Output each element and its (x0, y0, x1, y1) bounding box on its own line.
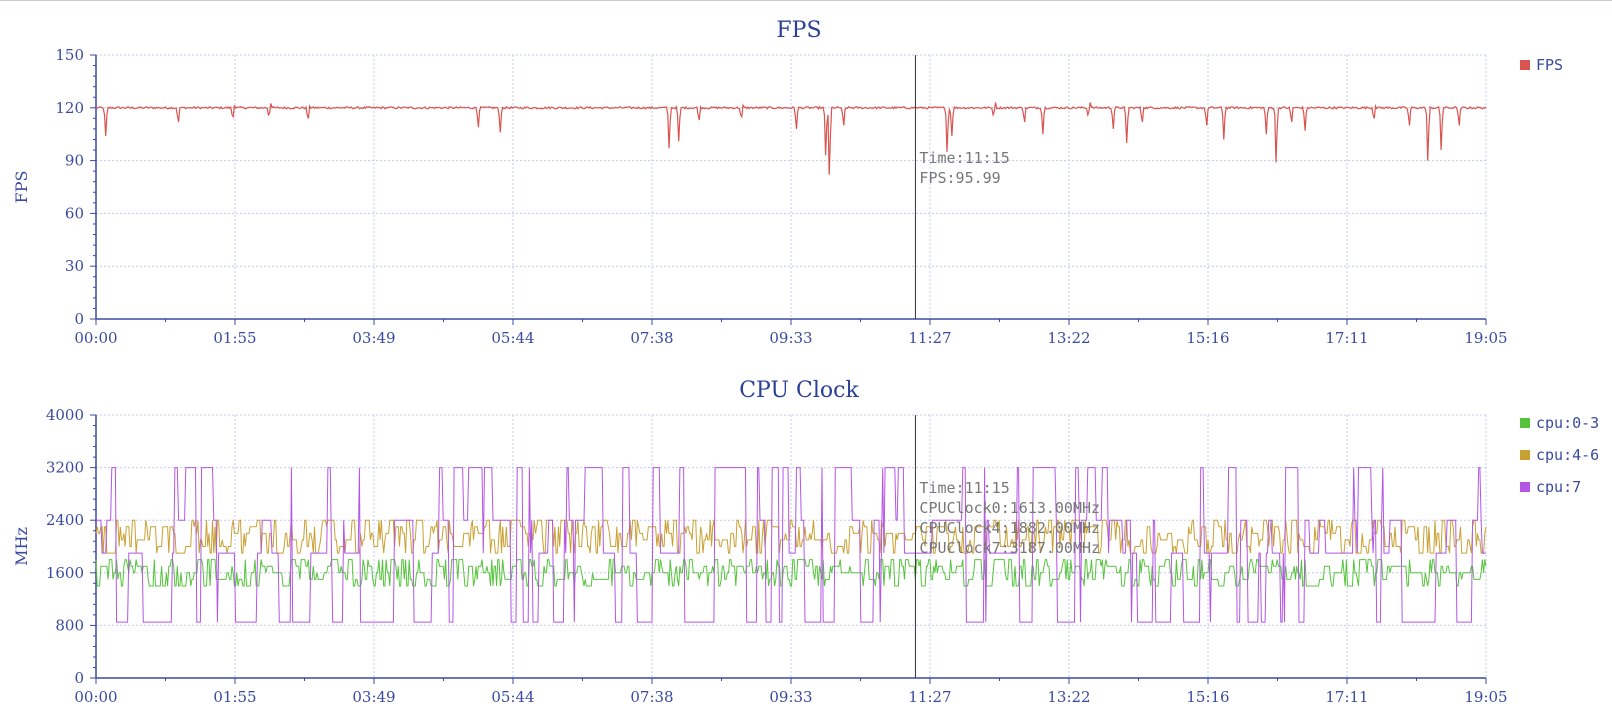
tooltip-line: CPUClock0:1613.00MHz (919, 499, 1100, 517)
y-tick-label: 30 (65, 257, 84, 275)
x-tick-label: 03:49 (352, 329, 395, 347)
tooltip-line: FPS:95.99 (919, 169, 1000, 187)
x-tick-label: 15:16 (1186, 688, 1229, 706)
legend-label: cpu:0-3 (1536, 414, 1599, 432)
x-tick-label: 05:44 (491, 688, 534, 706)
y-tick-label: 4000 (46, 406, 84, 424)
tooltip-line: CPUClock4:1882.00MHz (919, 519, 1100, 537)
x-tick-label: 09:33 (769, 329, 812, 347)
y-axis-label: FPS (12, 171, 31, 204)
x-tick-label: 13:22 (1047, 329, 1090, 347)
x-tick-label: 15:16 (1186, 329, 1229, 347)
y-tick-label: 150 (55, 46, 84, 64)
tooltip-line: Time:11:15 (919, 479, 1009, 497)
y-tick-label: 1600 (46, 564, 84, 582)
y-tick-label: 3200 (46, 459, 84, 477)
y-tick-label: 0 (74, 669, 84, 687)
x-tick-label: 09:33 (769, 688, 812, 706)
x-tick-label: 07:38 (630, 688, 673, 706)
x-tick-label: 11:27 (908, 688, 951, 706)
chart-title: FPS (776, 18, 821, 43)
y-tick-label: 800 (55, 616, 84, 634)
series-line-cpu-7 (96, 467, 1486, 623)
x-tick-label: 19:05 (1464, 688, 1507, 706)
legend-swatch[interactable] (1520, 450, 1530, 460)
x-tick-label: 00:00 (74, 688, 117, 706)
y-tick-label: 120 (55, 99, 84, 117)
legend-swatch[interactable] (1520, 60, 1530, 70)
legend-swatch[interactable] (1520, 418, 1530, 428)
tooltip-line: CPUClock7:3187.00MHz (919, 539, 1100, 557)
legend-label: cpu:4-6 (1536, 446, 1599, 464)
x-tick-label: 17:11 (1325, 688, 1368, 706)
x-tick-label: 01:55 (213, 688, 256, 706)
series-line-fps (95, 102, 1487, 175)
legend-label: cpu:7 (1536, 478, 1581, 496)
y-axis-label: MHz (12, 527, 31, 566)
x-tick-label: 19:05 (1464, 329, 1507, 347)
x-tick-label: 11:27 (908, 329, 951, 347)
legend-swatch[interactable] (1520, 482, 1530, 492)
tooltip-line: Time:11:15 (919, 149, 1009, 167)
y-tick-label: 60 (65, 204, 84, 222)
x-tick-label: 07:38 (630, 329, 673, 347)
series-line-cpu-0-3 (95, 559, 1487, 587)
chart-title: CPU Clock (739, 378, 859, 403)
legend-label: FPS (1536, 56, 1563, 74)
x-tick-label: 13:22 (1047, 688, 1090, 706)
y-tick-label: 2400 (46, 511, 84, 529)
x-tick-label: 01:55 (213, 329, 256, 347)
x-tick-label: 17:11 (1325, 329, 1368, 347)
y-tick-label: 0 (74, 310, 84, 328)
x-tick-label: 00:00 (74, 329, 117, 347)
y-tick-label: 90 (65, 152, 84, 170)
series-line-cpu-4-6 (95, 519, 1487, 554)
x-tick-label: 03:49 (352, 688, 395, 706)
x-tick-label: 05:44 (491, 329, 534, 347)
